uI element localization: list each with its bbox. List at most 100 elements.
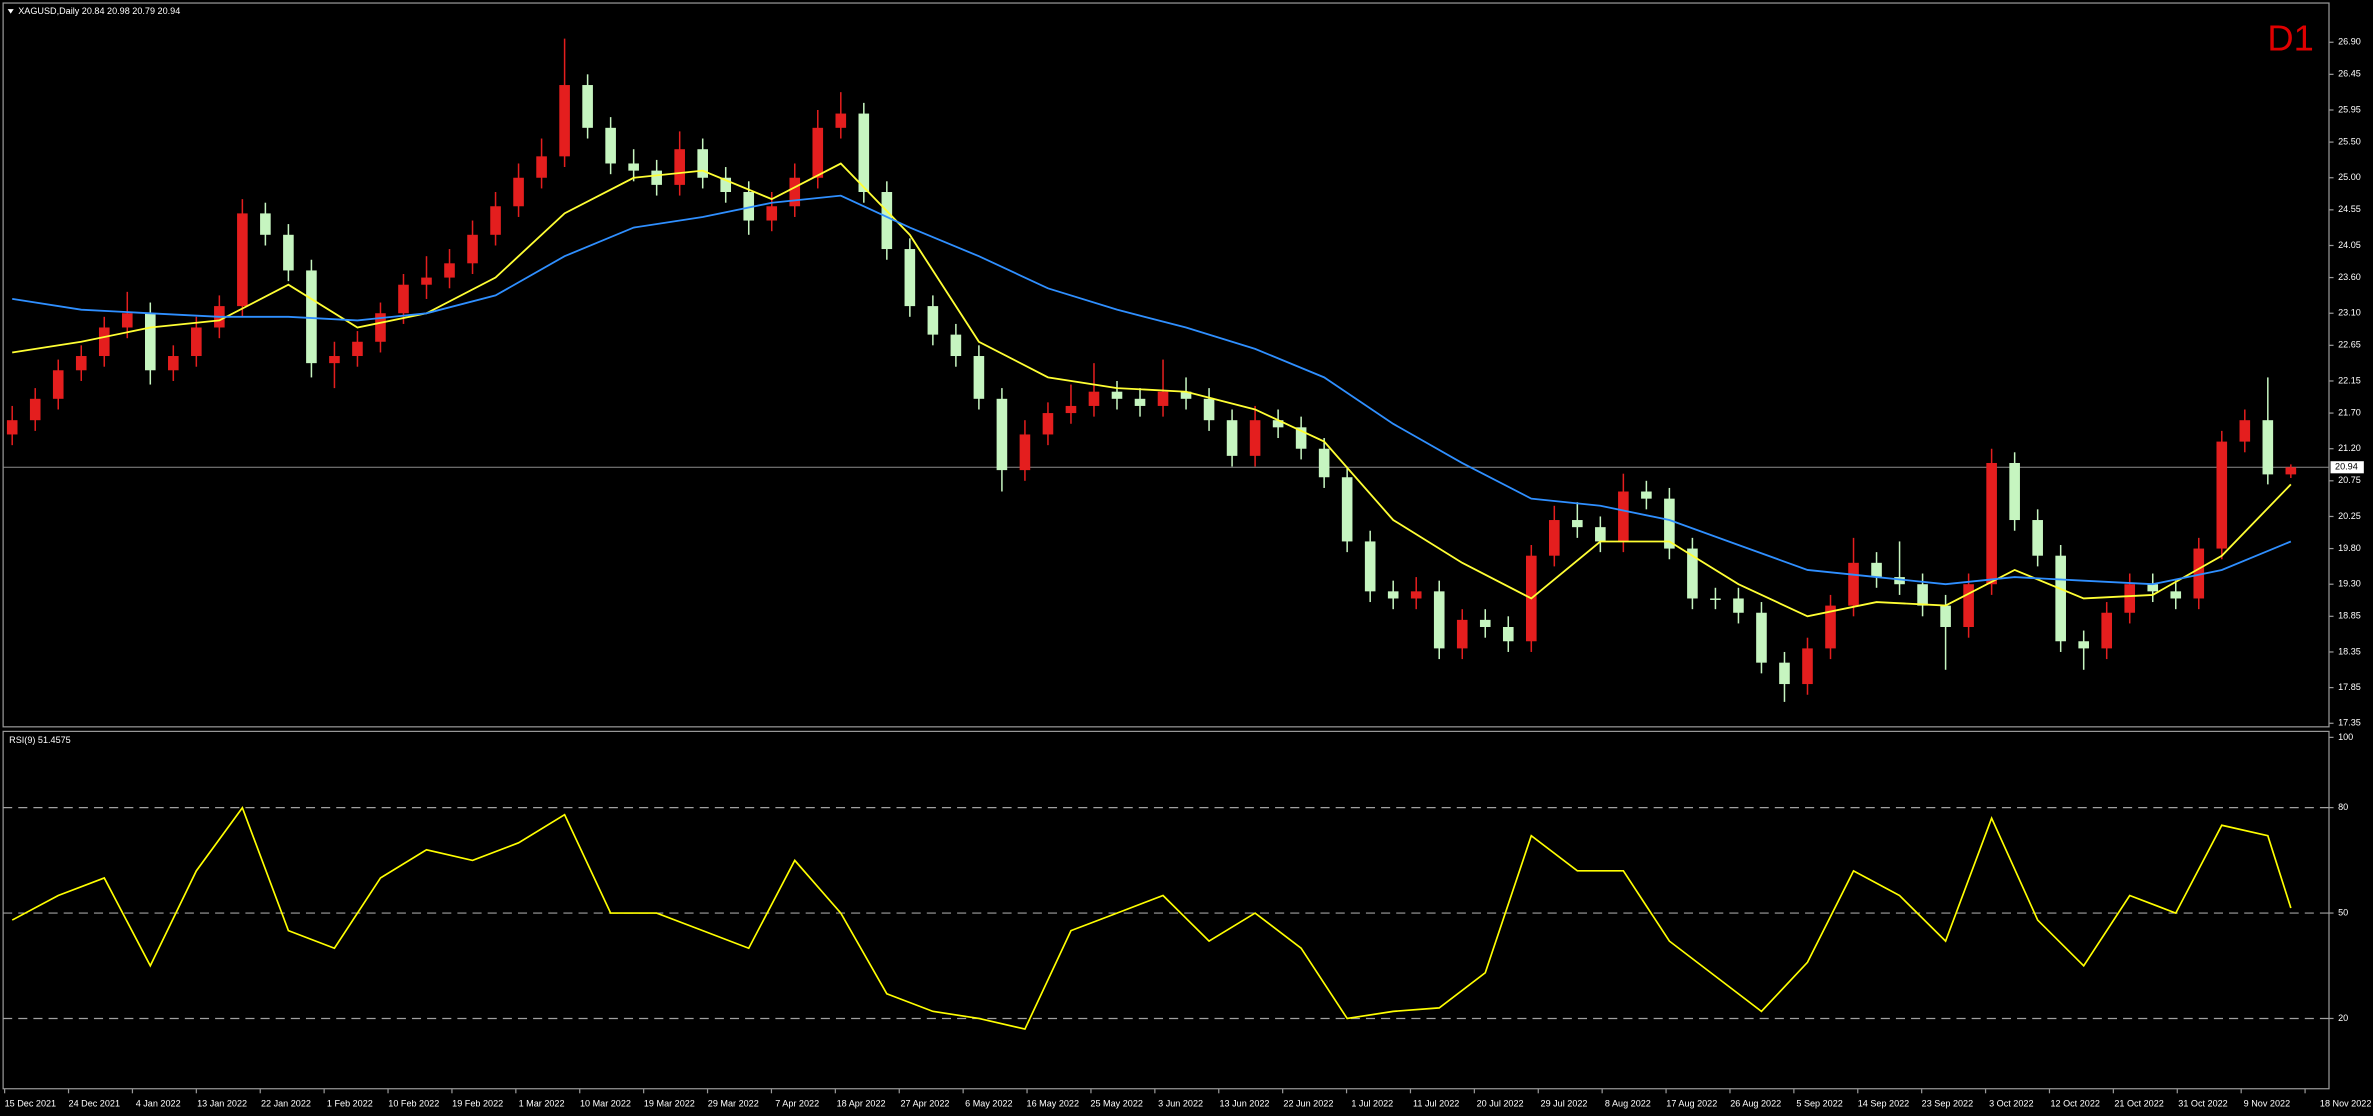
x-tick-label: 20 Jul 2022 xyxy=(1477,1098,1524,1108)
candle-body xyxy=(536,156,547,178)
candle-body xyxy=(75,356,87,371)
candle-body xyxy=(1595,527,1606,542)
x-tick-label: 22 Jun 2022 xyxy=(1283,1098,1333,1108)
rsi-title: RSI(9) 51.4575 xyxy=(9,735,71,745)
candle-body xyxy=(1364,541,1376,592)
candle-body xyxy=(1618,491,1629,542)
moving-average-line xyxy=(12,162,2292,618)
y-tick-label: 17.85 xyxy=(2338,682,2361,692)
candle-body xyxy=(2078,641,2089,649)
y-tick-label: 24.55 xyxy=(2338,204,2361,214)
candle-body xyxy=(1111,391,1123,399)
candle-body xyxy=(52,370,64,399)
y-tick-label: 17.35 xyxy=(2338,718,2361,728)
candle-body xyxy=(881,192,893,250)
rsi-y-tick-label: 50 xyxy=(2338,907,2348,917)
candle-body xyxy=(605,127,616,164)
candle-body xyxy=(2285,467,2297,475)
y-tick-label: 25.95 xyxy=(2338,104,2361,114)
candle-body xyxy=(1410,591,1422,599)
x-tick-label: 17 Aug 2022 xyxy=(1666,1098,1717,1108)
candle-body xyxy=(743,192,755,221)
candle-body xyxy=(1272,420,1284,428)
x-tick-label: 19 Feb 2022 xyxy=(452,1098,503,1108)
candle-body xyxy=(398,284,409,314)
candle-body xyxy=(1848,562,1859,606)
rsi-line xyxy=(11,805,2292,1031)
y-tick-label: 18.85 xyxy=(2338,611,2361,621)
x-tick-label: 15 Dec 2021 xyxy=(5,1098,56,1108)
candle-body xyxy=(1226,420,1238,456)
candle-body xyxy=(375,313,386,342)
x-tick-label: 6 May 2022 xyxy=(965,1098,1012,1108)
candle-body xyxy=(2216,441,2228,549)
candle-body xyxy=(29,398,41,421)
candle-body xyxy=(1433,591,1445,649)
x-tick-label: 1 Mar 2022 xyxy=(519,1098,565,1108)
x-tick-label: 29 Jul 2022 xyxy=(1541,1098,1588,1108)
candle-body xyxy=(121,313,133,328)
x-tick-label: 31 Oct 2022 xyxy=(2178,1098,2227,1108)
candle-body xyxy=(927,306,939,335)
x-tick-label: 12 Oct 2022 xyxy=(2050,1098,2099,1108)
y-tick-label: 19.80 xyxy=(2338,543,2361,553)
candle-body xyxy=(1134,398,1146,406)
candle-body xyxy=(2193,548,2205,599)
x-tick-label: 13 Jun 2022 xyxy=(1220,1098,1270,1108)
menu-arrow[interactable] xyxy=(7,9,14,14)
candle-body xyxy=(145,313,156,371)
candle-body xyxy=(467,234,478,264)
y-tick-label: 18.35 xyxy=(2338,646,2361,656)
candle-body xyxy=(1456,619,1468,649)
candle-body xyxy=(421,277,432,285)
candle-body xyxy=(2239,420,2251,442)
x-tick-label: 18 Nov 2022 xyxy=(2320,1098,2371,1108)
candle-body xyxy=(1986,462,1997,585)
x-tick-label: 10 Feb 2022 xyxy=(388,1098,439,1108)
timeframe-label: D1 xyxy=(2267,17,2313,58)
x-tick-label: 23 Sep 2022 xyxy=(1922,1098,1973,1108)
y-tick-label: 21.70 xyxy=(2338,407,2361,417)
candle-body xyxy=(352,341,363,357)
x-tick-label: 24 Dec 2021 xyxy=(69,1098,120,1108)
y-tick-label: 23.60 xyxy=(2338,272,2361,282)
candle-body xyxy=(697,149,708,178)
candle-body xyxy=(628,163,639,171)
y-tick-label: 23.10 xyxy=(2338,308,2361,318)
candle-body xyxy=(1502,627,1514,642)
candle-body xyxy=(1249,420,1261,456)
candle-body xyxy=(950,334,962,357)
x-tick-label: 19 Mar 2022 xyxy=(644,1098,695,1108)
candle-body xyxy=(651,170,662,185)
x-tick-label: 1 Jul 2022 xyxy=(1351,1098,1393,1108)
last-price-tag xyxy=(2330,461,2364,474)
candle-body xyxy=(168,356,179,371)
candle-body xyxy=(1019,434,1031,471)
candle-body xyxy=(283,234,294,271)
x-tick-label: 10 Mar 2022 xyxy=(580,1098,631,1108)
candle-body xyxy=(306,270,317,364)
candle-body xyxy=(1664,498,1675,549)
candle-body xyxy=(674,149,685,185)
y-tick-label: 26.45 xyxy=(2338,69,2361,79)
candle-body xyxy=(2124,584,2136,613)
candle-body xyxy=(1042,413,1054,435)
y-tick-label: 22.65 xyxy=(2338,340,2361,350)
y-tick-label: 20.25 xyxy=(2338,511,2361,521)
x-tick-label: 7 Apr 2022 xyxy=(775,1098,819,1108)
candle-body xyxy=(1549,520,1560,556)
rsi-panel-frame xyxy=(2,730,2330,1090)
x-tick-label: 13 Jan 2022 xyxy=(197,1098,247,1108)
x-tick-label: 26 Aug 2022 xyxy=(1730,1098,1781,1108)
candle-body xyxy=(1341,477,1353,542)
candle-body xyxy=(720,177,732,193)
x-tick-label: 1 Feb 2022 xyxy=(327,1098,373,1108)
x-tick-label: 4 Jan 2022 xyxy=(136,1098,181,1108)
candle-body xyxy=(444,263,455,278)
candle-body xyxy=(2170,591,2182,599)
candle-body xyxy=(1825,605,1836,649)
candle-body xyxy=(835,113,847,128)
candle-body xyxy=(1180,391,1192,399)
